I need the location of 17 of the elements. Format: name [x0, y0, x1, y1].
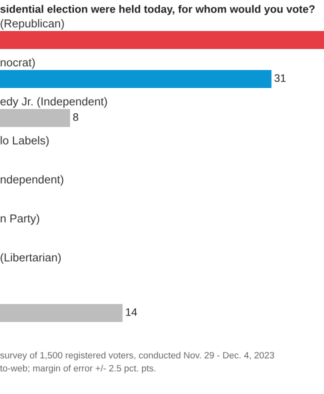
text: to-web; margin of error +/- 2.5 pct. pts. [0, 364, 156, 374]
y-tick-label: (Republican) [0, 19, 64, 30]
data-label: 14 [126, 308, 137, 316]
bar [0, 70, 272, 88]
chart-title: sidential election were held today, for whom would you vote? [0, 4, 315, 16]
data-label: 31 [274, 74, 286, 82]
text: survey of 1,500 registered voters, conducted Nov. 29 - Dec. 4, 2023 [0, 352, 274, 360]
y-tick-label: lo Labels) [0, 136, 49, 147]
data-label: 8 [73, 113, 78, 121]
y-tick-label: nocrat) [0, 58, 35, 69]
y-tick-label: (Libertarian) [0, 253, 61, 264]
y-tick-label: ndependent) [0, 175, 64, 186]
bar [0, 109, 70, 127]
y-tick-label: n Party) [0, 214, 40, 225]
y-tick-label: edy Jr. (Independent) [0, 97, 107, 108]
bar [0, 304, 123, 322]
bar [0, 31, 324, 49]
